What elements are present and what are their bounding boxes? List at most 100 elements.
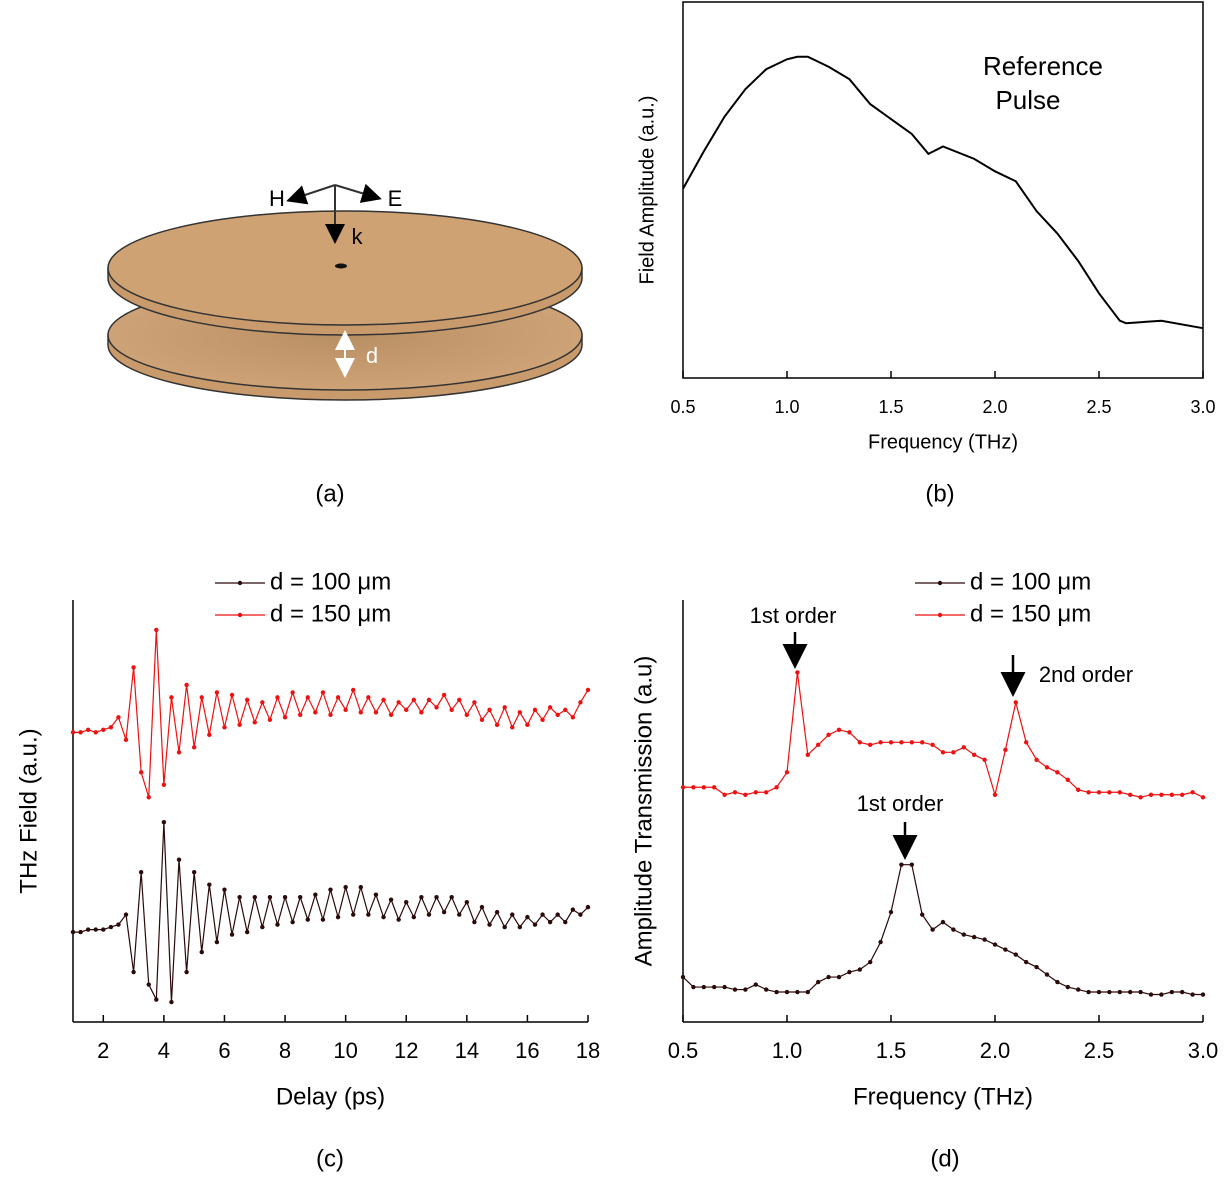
data-point — [992, 942, 998, 947]
data-point — [154, 627, 159, 633]
data-point — [1096, 989, 1102, 995]
data-point — [373, 710, 379, 715]
data-point — [805, 989, 810, 995]
data-point — [1138, 989, 1143, 995]
data-point — [313, 710, 318, 715]
caption: (d) — [930, 1145, 959, 1172]
data-point — [373, 892, 379, 897]
data-point — [555, 912, 560, 917]
e-label: E — [388, 186, 403, 211]
data-point — [260, 924, 265, 930]
data-point — [78, 730, 83, 735]
data-point — [381, 697, 386, 703]
disk-diagram: H E k d — [107, 183, 583, 401]
data-point — [909, 740, 914, 745]
data-point — [1200, 992, 1206, 997]
annotation: Pulse — [995, 85, 1060, 115]
data-point — [732, 790, 738, 795]
caption: (b) — [925, 480, 954, 507]
data-point — [1190, 992, 1195, 997]
x-tick-label: 1.0 — [774, 397, 799, 417]
data-point — [722, 792, 727, 797]
data-line — [682, 864, 1203, 996]
data-point — [116, 922, 121, 927]
data-point — [78, 929, 83, 935]
data-point — [222, 887, 227, 892]
data-point — [1013, 952, 1018, 957]
data-point — [358, 710, 363, 715]
data-point — [176, 857, 182, 862]
data-point — [940, 750, 946, 755]
data-point — [184, 682, 189, 688]
data-point — [176, 750, 182, 755]
data-point — [816, 979, 821, 985]
data-point — [878, 740, 883, 745]
data-point — [449, 707, 454, 713]
data-point — [826, 732, 831, 738]
data-point — [1107, 989, 1112, 995]
annotation: 1st order — [750, 603, 837, 628]
data-point — [411, 914, 417, 920]
data-point — [494, 722, 500, 728]
x-tick-label: 2 — [97, 1038, 109, 1063]
data-point — [502, 705, 507, 710]
data-point — [1190, 790, 1195, 795]
data-point — [313, 892, 318, 897]
data-point — [335, 914, 341, 920]
data-point — [1003, 747, 1008, 753]
data-point — [305, 695, 310, 700]
data-point — [691, 785, 696, 790]
data-point — [1044, 972, 1050, 977]
data-point — [847, 969, 852, 975]
x-tick-label: 1.0 — [772, 1038, 803, 1063]
data-point — [487, 707, 492, 713]
data-point — [540, 912, 545, 917]
data-point — [487, 922, 492, 927]
data-point — [701, 984, 706, 990]
data-point — [578, 912, 583, 917]
data-point — [847, 730, 852, 735]
data-point — [199, 695, 204, 700]
data-point — [680, 785, 686, 790]
annotation: Reference — [983, 51, 1103, 81]
data-point — [169, 999, 174, 1005]
data-point — [585, 904, 591, 910]
legend-label: d = 150 μm — [970, 600, 1091, 627]
data-point — [343, 707, 348, 713]
data-point — [547, 705, 553, 710]
data-point — [404, 899, 409, 905]
data-point — [930, 927, 935, 932]
data-point — [207, 732, 212, 738]
data-point — [805, 752, 810, 758]
data-point — [784, 989, 790, 995]
data-point — [116, 715, 121, 720]
data-point — [517, 710, 523, 715]
data-point — [252, 894, 257, 900]
data-point — [1065, 777, 1071, 782]
data-point — [260, 700, 265, 705]
data-point — [358, 884, 363, 890]
data-point — [494, 909, 500, 915]
data-point — [764, 987, 769, 992]
data-point — [712, 785, 717, 790]
data-point — [351, 912, 356, 917]
annotation: 2nd order — [1039, 662, 1133, 687]
data-point — [951, 927, 956, 932]
data-line — [683, 672, 1204, 798]
data-point — [426, 697, 432, 703]
data-point — [774, 785, 779, 790]
data-point — [328, 712, 333, 718]
data-point — [972, 934, 977, 940]
data-point — [836, 974, 842, 980]
x-axis-label: Delay (ps) — [276, 1083, 385, 1110]
data-point — [1200, 795, 1206, 800]
data-point — [434, 705, 439, 710]
data-point — [146, 982, 151, 987]
data-point — [472, 919, 477, 925]
data-point — [161, 820, 167, 825]
data-point — [161, 782, 167, 787]
data-point — [764, 790, 769, 795]
data-point — [1086, 790, 1091, 795]
data-point — [555, 712, 560, 718]
data-point — [282, 715, 288, 720]
